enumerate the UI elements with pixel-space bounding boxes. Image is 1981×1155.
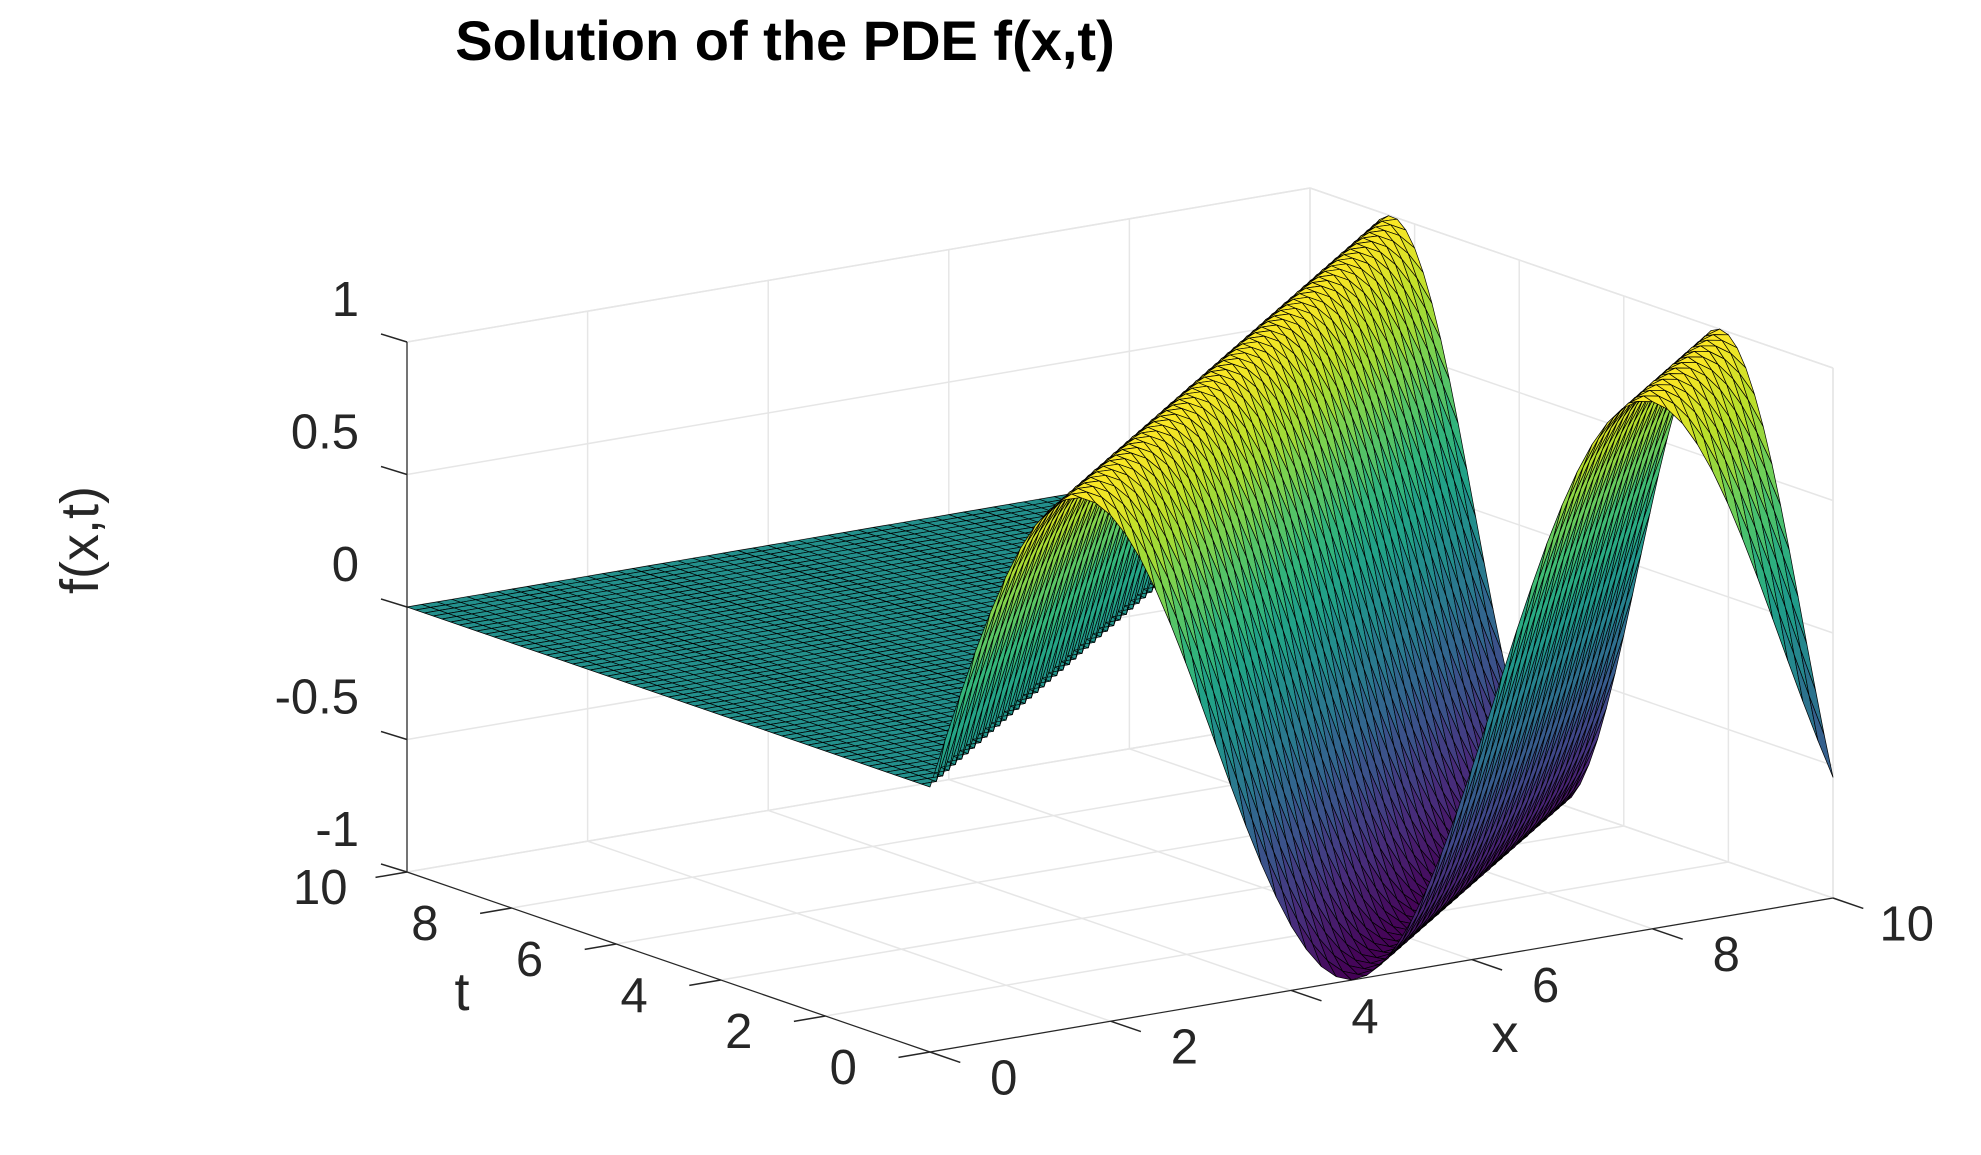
- z-tick-mark: [380, 730, 408, 741]
- floor-grid-line: [825, 861, 1729, 1017]
- x-tick-mark: [1110, 1020, 1142, 1033]
- t-tick-mark: [793, 1015, 826, 1023]
- t-tick-label: 4: [620, 969, 647, 1023]
- x-tick-label: 0: [990, 1051, 1017, 1105]
- t-tick-label: 0: [830, 1041, 857, 1095]
- x-tick-label: 8: [1713, 928, 1740, 982]
- t-axis-line: [406, 871, 931, 1053]
- z-axis-label: f(x,t): [50, 486, 110, 594]
- z-tick-label: -0.5: [275, 671, 359, 725]
- t-tick-label: 8: [411, 897, 438, 951]
- surface-mesh: [406, 215, 1834, 981]
- z-tick-label: -1: [315, 803, 359, 857]
- t-tick-mark: [479, 907, 512, 915]
- x-tick-mark: [1471, 958, 1503, 971]
- surface-patch: [1808, 695, 1834, 778]
- t-tick-label: 2: [725, 1005, 752, 1059]
- z-tick-label: 1: [332, 273, 359, 327]
- x-tick-label: 10: [1880, 897, 1935, 951]
- x-tick-mark: [1652, 928, 1683, 940]
- x-tick-mark: [929, 1051, 961, 1064]
- x-tick-mark: [1832, 897, 1864, 910]
- floor-grid-line: [767, 809, 1292, 992]
- z-tick-mark: [380, 863, 408, 873]
- axes: [375, 333, 1864, 1064]
- z-tick-mark: [380, 333, 408, 343]
- t-tick-mark: [375, 871, 408, 879]
- z-tick-label: 0: [332, 538, 359, 592]
- z-tick-mark: [380, 598, 408, 608]
- floor-grid-line: [587, 840, 1111, 1022]
- x-tick-mark: [1290, 989, 1322, 1002]
- x-tick-label: 6: [1532, 959, 1559, 1013]
- t-tick-label: 6: [516, 933, 543, 987]
- x-axis-label: x: [1492, 1004, 1519, 1064]
- t-tick-mark: [689, 979, 721, 987]
- box-edge: [406, 187, 1311, 343]
- x-axis-line: [929, 897, 1834, 1053]
- x-tick-label: 4: [1351, 990, 1378, 1044]
- chart-title: Solution of the PDE f(x,t): [455, 9, 1114, 72]
- box-edge: [1309, 187, 1834, 369]
- z-tick-label: 0.5: [291, 406, 359, 460]
- y-axis-label: t: [454, 962, 469, 1022]
- back-wall-grid-line: [406, 319, 1311, 476]
- z-tick-mark: [380, 465, 408, 476]
- t-tick-mark: [584, 943, 617, 951]
- x-tick-label: 2: [1171, 1021, 1198, 1075]
- t-tick-label: 10: [293, 861, 348, 915]
- back-wall-grid-line: [406, 717, 1311, 873]
- t-tick-mark: [898, 1051, 931, 1059]
